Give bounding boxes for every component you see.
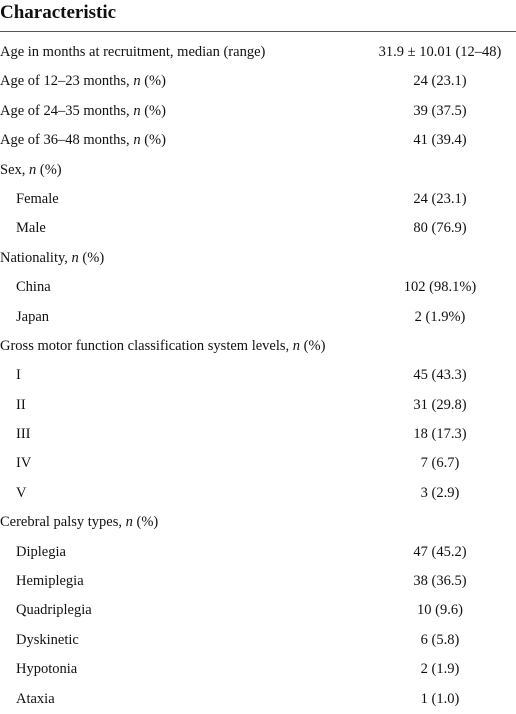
- row-value: 45 (43.3): [413, 367, 467, 384]
- row-label: Age of 12–23 months, n (%): [0, 73, 166, 90]
- row-label: Hypotonia: [16, 661, 78, 678]
- row-value: 2 (1.9): [420, 661, 460, 678]
- row-label: Nationality, n (%): [0, 249, 105, 266]
- row-value: 38 (36.5): [413, 573, 467, 590]
- table-row: Gross motor function classification syst…: [0, 332, 516, 361]
- row-value: 39 (37.5): [413, 102, 467, 119]
- row-label: IV: [16, 455, 32, 472]
- row-label: China: [16, 279, 51, 296]
- table-row: Sex, n (%): [0, 156, 516, 185]
- row-value: 31 (29.8): [413, 396, 467, 413]
- row-value: 41 (39.4): [413, 132, 467, 149]
- table-row: Age of 24–35 months, n (%) 39 (37.5): [0, 97, 516, 126]
- row-value: 10 (9.6): [417, 602, 463, 619]
- row-value: 18 (17.3): [413, 426, 467, 443]
- table-row: Age of 12–23 months, n (%) 24 (23.1): [0, 67, 516, 96]
- table-row: Age of 36–48 months, n (%) 41 (39.4): [0, 126, 516, 155]
- table-row: Nationality, n (%): [0, 244, 516, 273]
- row-label: Gross motor function classification syst…: [0, 337, 326, 354]
- table-row: Ataxia 1 (1.0): [0, 685, 516, 714]
- table-row: Male 80 (76.9): [0, 214, 516, 243]
- table-row: Diplegia 47 (45.2): [0, 538, 516, 567]
- row-label: Male: [16, 220, 46, 237]
- table-header: Characteristic: [0, 0, 516, 32]
- row-label: Japan: [16, 308, 50, 325]
- row-value: 102 (98.1%): [403, 279, 477, 296]
- table-row: Japan 2 (1.9%): [0, 303, 516, 332]
- row-label: Dyskinetic: [16, 631, 79, 648]
- table-row: Hemiplegia 38 (36.5): [0, 567, 516, 596]
- row-label: I: [16, 367, 21, 384]
- row-label: Diplegia: [16, 543, 66, 560]
- table-row: Age in months at recruitment, median (ra…: [0, 38, 516, 67]
- row-label: V: [16, 484, 27, 501]
- row-label: Female: [16, 190, 59, 207]
- row-value: 6 (5.8): [420, 631, 460, 648]
- table-row: II 31 (29.8): [0, 391, 516, 420]
- row-label: Age of 24–35 months, n (%): [0, 102, 166, 119]
- row-label: Sex, n (%): [0, 161, 62, 178]
- row-label: Ataxia: [16, 690, 55, 707]
- table-row: China 102 (98.1%): [0, 273, 516, 302]
- row-label: Cerebral palsy types, n (%): [0, 514, 159, 531]
- row-value: 80 (76.9): [413, 220, 467, 237]
- row-value: 24 (23.1): [413, 73, 467, 90]
- row-label: Age in months at recruitment, median (ra…: [0, 44, 266, 60]
- table-row: Quadriplegia 10 (9.6): [0, 596, 516, 625]
- table-row: Hypotonia 2 (1.9): [0, 655, 516, 684]
- row-label: Hemiplegia: [16, 573, 84, 590]
- table-row: V 3 (2.9): [0, 479, 516, 508]
- row-value: 24 (23.1): [413, 190, 467, 207]
- row-value: 7 (6.7): [420, 455, 460, 472]
- table-row: IV 7 (6.7): [0, 449, 516, 478]
- row-value: 3 (2.9): [420, 484, 460, 501]
- row-label: II: [16, 396, 26, 413]
- table-row: Dyskinetic 6 (5.8): [0, 626, 516, 655]
- row-label: Age of 36–48 months, n (%): [0, 132, 166, 149]
- table-body: Age in months at recruitment, median (ra…: [0, 38, 516, 714]
- row-label: Quadriplegia: [16, 602, 92, 619]
- table-row: I 45 (43.3): [0, 361, 516, 390]
- row-value: 31.9 ± 10.01 (12–48): [378, 44, 502, 60]
- row-label: III: [16, 426, 31, 443]
- row-value: 47 (45.2): [413, 543, 467, 560]
- table-row: Female 24 (23.1): [0, 185, 516, 214]
- table-row: Cerebral palsy types, n (%): [0, 508, 516, 537]
- table-row: III 18 (17.3): [0, 420, 516, 449]
- row-value: 1 (1.0): [420, 690, 460, 707]
- row-value: 2 (1.9%): [414, 308, 466, 325]
